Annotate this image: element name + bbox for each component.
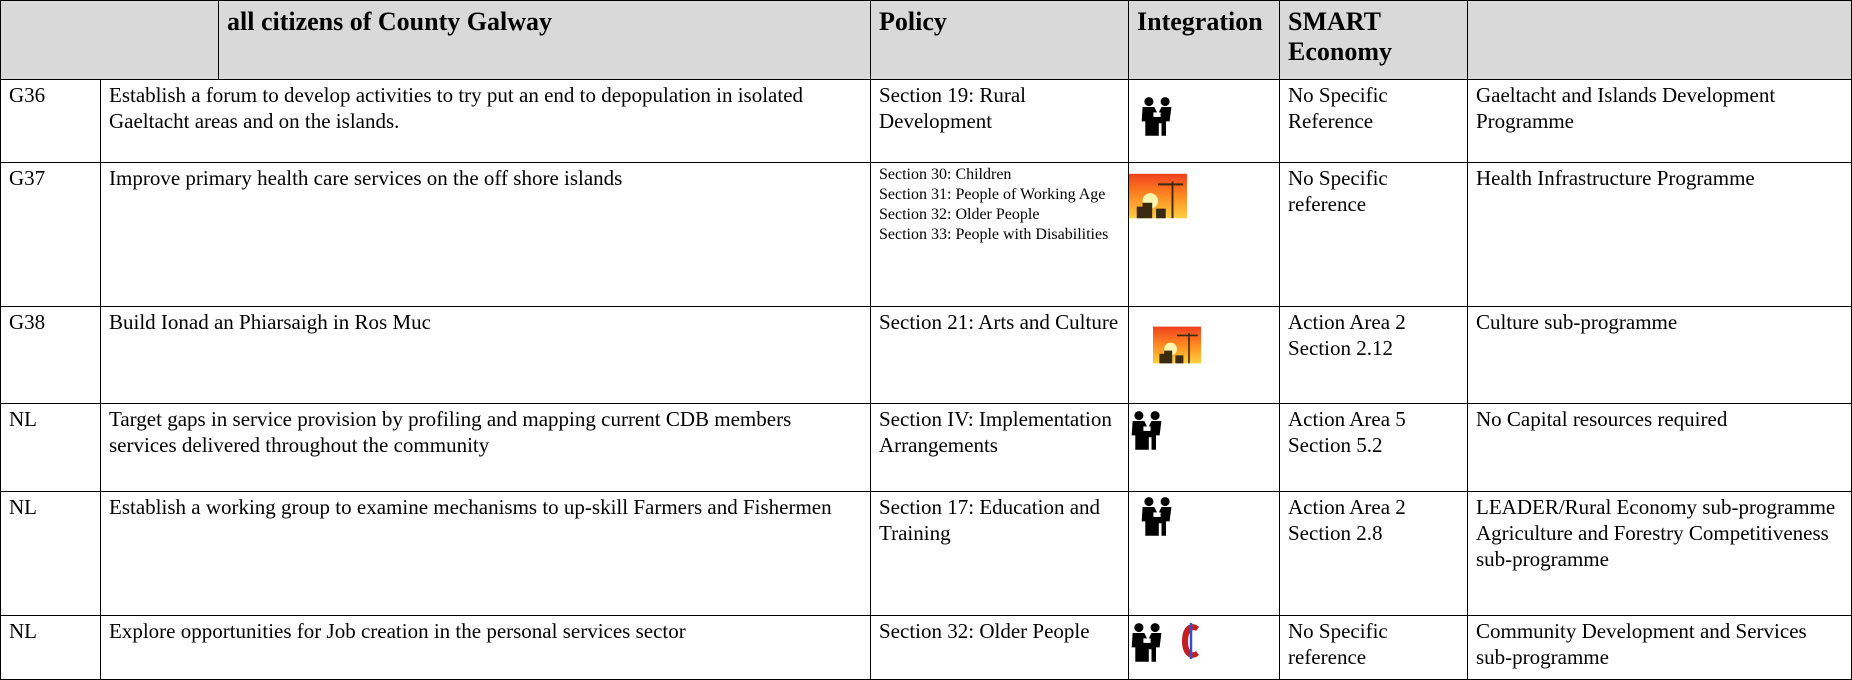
row-id: NL xyxy=(0,615,101,680)
action: Build Ionad an Phiarsaigh in Ros Muc xyxy=(100,306,871,404)
header-cell xyxy=(0,0,219,80)
integration-icon xyxy=(1129,173,1187,219)
policy-line: Section 32: Older People xyxy=(879,619,1090,643)
row: NL Explore opportunities for Job creation… xyxy=(0,615,1852,680)
policy-line: Section IV: Implementation Arrangements xyxy=(879,407,1112,457)
action: Establish a working group to examine mec… xyxy=(100,491,871,616)
programme: Culture sub-programme xyxy=(1467,306,1852,404)
policy-line: Section 17: Education and Training xyxy=(879,495,1101,545)
row-id: NL xyxy=(0,403,101,492)
policy-line: Section 31: People of Working Age xyxy=(879,186,1106,203)
integration xyxy=(1128,306,1280,404)
row: NL Target gaps in service provision by pr… xyxy=(0,403,1852,492)
smart-economy: Action Area 5 Section 5.2 xyxy=(1279,403,1468,492)
action: Improve primary health care services on … xyxy=(100,162,871,307)
integration xyxy=(1128,403,1280,492)
header-cell: SMART Economy xyxy=(1279,0,1468,80)
policy: Section 30: Children Section 31: People o… xyxy=(870,162,1129,307)
row: G38 Build Ionad an Phiarsaigh in Ros Muc S… xyxy=(0,306,1852,404)
smart-economy: No Specific reference xyxy=(1279,162,1468,307)
programme-line: Agriculture and Forestry Competitiveness… xyxy=(1476,521,1829,571)
integration xyxy=(1128,79,1280,163)
policy: Section IV: Implementation Arrangements xyxy=(870,403,1129,492)
action: Target gaps in service provision by prof… xyxy=(100,403,871,492)
programme-line: Gaeltacht and Islands Development Progra… xyxy=(1476,83,1776,133)
policy: Section 17: Education and Training xyxy=(870,491,1129,616)
policy-line: Section 32: Older People xyxy=(879,206,1040,223)
policy-line: Section 21: Arts and Culture xyxy=(879,310,1119,334)
programme-line: No Capital resources required xyxy=(1476,407,1728,431)
policy: Section 32: Older People xyxy=(870,615,1129,680)
policy: Section 21: Arts and Culture xyxy=(870,306,1129,404)
integration-icon xyxy=(1153,326,1201,364)
programme: No Capital resources required xyxy=(1467,403,1852,492)
row-id: NL xyxy=(0,491,101,616)
integration xyxy=(1128,162,1280,307)
integration-icon xyxy=(1141,497,1172,536)
integration xyxy=(1128,615,1280,680)
header-row: all citizens of County Galway Policy Int… xyxy=(0,0,1852,80)
row: G36 Establish a forum to develop activiti… xyxy=(0,79,1852,163)
policy: Section 19: Rural Development xyxy=(870,79,1129,163)
programme-line: LEADER/Rural Economy sub-programme xyxy=(1476,495,1836,519)
policy-line: Section 33: People with Disabilities xyxy=(879,226,1109,243)
header-title: all citizens of County Galway xyxy=(218,0,871,80)
programme-line: Health Infrastructure Programme xyxy=(1476,166,1755,190)
action: Explore opportunities for Job creation i… xyxy=(100,615,871,680)
header-cell: Policy xyxy=(870,0,1129,80)
integration-icon xyxy=(1141,97,1172,136)
programme-line: Culture sub-programme xyxy=(1476,310,1678,334)
integration-icon xyxy=(1131,411,1162,450)
smart-economy: Action Area 2 Section 2.8 xyxy=(1279,491,1468,616)
policy-line: Section 19: Rural Development xyxy=(879,83,1026,133)
row: NL Establish a working group to examine m… xyxy=(0,491,1852,616)
integration xyxy=(1128,491,1280,616)
policy-line: Section 30: Children xyxy=(879,166,1012,183)
row-id: G37 xyxy=(0,162,101,307)
programme: Health Infrastructure Programme xyxy=(1467,162,1852,307)
programme-line: Community Development and Services sub-p… xyxy=(1476,619,1807,669)
programme: Gaeltacht and Islands Development Progra… xyxy=(1467,79,1852,163)
smart-economy: Action Area 2 Section 2.12 xyxy=(1279,306,1468,404)
row-id: G38 xyxy=(0,306,101,404)
integration-icon xyxy=(1131,621,1201,662)
row: G37 Improve primary health care services … xyxy=(0,162,1852,307)
smart-economy: No Specific Reference xyxy=(1279,79,1468,163)
header-cell: Integration xyxy=(1128,0,1280,80)
programme: Community Development and Services sub-p… xyxy=(1467,615,1852,680)
smart-economy: No Specific reference xyxy=(1279,615,1468,680)
action: Establish a forum to develop activities … xyxy=(100,79,871,163)
programme: LEADER/Rural Economy sub-programme Agricu… xyxy=(1467,491,1852,616)
header-cell xyxy=(1467,0,1852,80)
row-id: G36 xyxy=(0,79,101,163)
